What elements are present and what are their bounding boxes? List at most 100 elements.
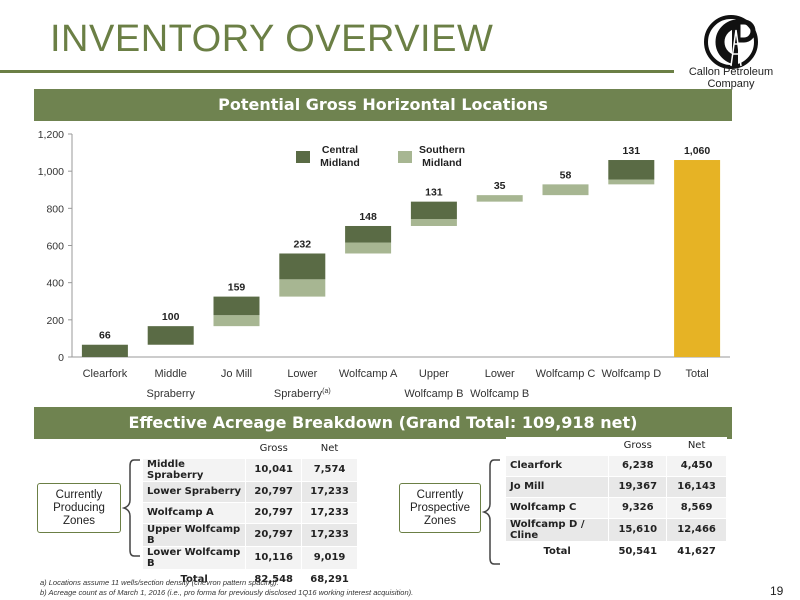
bar-southern (608, 179, 655, 185)
prospective-zones-label: Currently Prospective Zones (399, 483, 481, 533)
prospective-cell: Clearfork (504, 454, 610, 477)
footnotes: a) Locations assume 11 wells/section den… (40, 578, 413, 598)
producing-cell: 10,041 (245, 457, 303, 482)
logo-text-line1: Callon Petroleum (688, 66, 774, 78)
producing-cell: Upper Wolfcamp B (141, 522, 247, 547)
bar-central (410, 201, 457, 220)
bar-southern (542, 184, 589, 196)
bar-central (279, 253, 326, 280)
company-logo (704, 15, 758, 69)
bar-southern (345, 242, 392, 254)
prospective-cell: Jo Mill (504, 475, 610, 498)
data-label: 232 (294, 238, 312, 250)
bar-southern (410, 219, 457, 226)
legend-label-1: Southern (419, 144, 465, 156)
table-row: Middle Spraberry 10,041 7,574 (141, 457, 358, 482)
data-label: 148 (359, 211, 377, 223)
producing-cell: 20,797 (245, 522, 303, 547)
x-tick-label: Wolfcamp C (536, 368, 596, 380)
data-label: 159 (228, 282, 246, 294)
page-number: 19 (770, 584, 784, 598)
bar-southern (279, 279, 326, 297)
prospective-header-0 (505, 437, 609, 455)
y-tick-label: 600 (46, 241, 64, 253)
producing-table: Gross Net Middle Spraberry 10,041 7,574 Lower… (141, 440, 358, 591)
producing-total-row: Total 82,548 68,291 (141, 568, 358, 591)
x-tick-label: Lower (485, 368, 515, 380)
acreage-banner: Effective Acreage Breakdown (Grand Total… (34, 407, 732, 439)
table-row: Clearfork 6,238 4,450 (504, 454, 727, 477)
producing-cell: 17,233 (301, 480, 358, 503)
prospective-cell: 19,367 (608, 475, 668, 498)
y-tick-label: 1,200 (38, 129, 64, 141)
bar-central (345, 225, 392, 243)
producing-cell: 9,019 (301, 545, 358, 570)
prospective-header-2: Net (666, 437, 727, 455)
prospective-cell: 8,569 (666, 496, 727, 519)
x-tick-label-line2: Wolfcamp B (470, 388, 529, 400)
producing-cell: 20,797 (245, 480, 303, 503)
x-tick-label: Wolfcamp A (339, 368, 398, 380)
prospective-cell: 9,326 (608, 496, 668, 519)
bar-central (81, 344, 128, 357)
prospective-brace (481, 459, 500, 565)
table-row: Wolfcamp A 20,797 17,233 (141, 501, 358, 524)
data-label: 66 (99, 330, 111, 342)
bar-central (213, 296, 260, 316)
legend-label-0: Central (322, 144, 358, 156)
legend-swatch-0 (296, 151, 310, 163)
footnote-b: b) Acreage count as of March 1, 2016 (i.… (40, 588, 414, 597)
data-label: 131 (425, 187, 443, 199)
prospective-total-cell: Total (504, 540, 610, 563)
legend-label-1: Midland (422, 157, 462, 169)
y-tick-label: 0 (58, 352, 64, 364)
table-row: Jo Mill 19,367 16,143 (504, 475, 727, 498)
x-tick-label: Total (685, 368, 708, 380)
logo-text: Callon Petroleum Company (676, 66, 786, 90)
chart-banner: Potential Gross Horizontal Locations (34, 89, 732, 121)
producing-zones-text: Currently Producing Zones (53, 488, 105, 527)
prospective-cell: 16,143 (666, 475, 727, 498)
prospective-cell: Wolfcamp C (504, 496, 610, 519)
prospective-cell: 4,450 (666, 454, 727, 477)
producing-brace (121, 459, 140, 557)
waterfall-chart: 0 200 400 600 800 1,000 1,200 66 Clearfork 100 Mid… (38, 129, 730, 400)
y-tick-label: 200 (46, 315, 64, 327)
producing-cell: 17,233 (301, 522, 358, 547)
x-tick-label-line2: Spraberry (147, 388, 196, 400)
producing-cell: 20,797 (245, 501, 303, 524)
data-label: 1,060 (684, 145, 710, 157)
producing-cell: Middle Spraberry (141, 457, 247, 482)
footnote-a: a) Locations assume 11 wells/section den… (40, 578, 279, 587)
producing-header-0 (142, 440, 246, 458)
producing-zones-label: Currently Producing Zones (37, 483, 121, 533)
data-label: 58 (560, 169, 572, 181)
y-tick-label: 800 (46, 203, 64, 215)
logo-text-line2: Company (707, 78, 755, 90)
producing-cell: 7,574 (301, 457, 358, 482)
producing-cell: 17,233 (301, 501, 358, 524)
page-title: INVENTORY OVERVIEW (50, 18, 494, 60)
producing-total-cell: 68,291 (301, 568, 358, 591)
producing-header-1: Gross (245, 440, 302, 458)
prospective-total-cell: 50,541 (608, 540, 668, 563)
y-tick-label: 400 (46, 278, 64, 290)
x-tick-label: Jo Mill (221, 368, 252, 380)
bar-central (147, 326, 194, 345)
data-label: 35 (494, 180, 506, 192)
bar-southern (476, 195, 523, 202)
x-tick-label: Wolfcamp D (601, 368, 661, 380)
data-label: 131 (623, 145, 641, 157)
producing-cell: Lower Wolfcamp B (141, 545, 247, 570)
prospective-total-row: Total 50,541 41,627 (504, 540, 727, 563)
prospective-zones-text: Currently Prospective Zones (409, 488, 471, 527)
x-tick-label: Lower (287, 368, 317, 380)
table-row: Lower Wolfcamp B 10,116 9,019 (141, 545, 358, 570)
data-label: 100 (162, 311, 180, 323)
producing-header-2: Net (301, 440, 358, 458)
bar-central (608, 160, 655, 180)
table-row: Upper Wolfcamp B 20,797 17,233 (141, 522, 358, 547)
table-row: Wolfcamp D / Cline 15,610 12,466 (504, 517, 727, 542)
producing-cell: Wolfcamp A (141, 501, 247, 524)
legend-swatch-1 (398, 151, 412, 163)
